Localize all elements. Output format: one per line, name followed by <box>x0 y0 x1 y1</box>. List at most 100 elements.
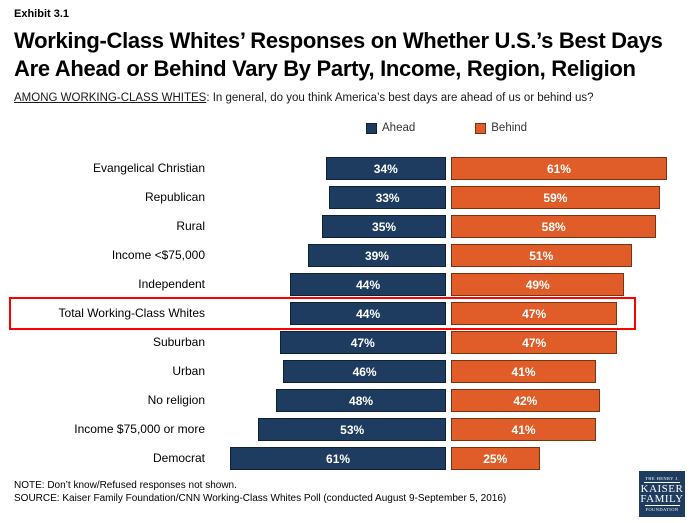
ahead-bar-zone: 44% <box>205 273 446 296</box>
chart-legend: Ahead Behind <box>366 121 698 135</box>
behind-bar-zone: 42% <box>451 389 698 412</box>
category-label: Rural <box>176 219 205 233</box>
footnotes: NOTE: Don’t know/Refused responses not s… <box>14 479 698 505</box>
chart-row: Evangelical Christian 34% 61% <box>14 157 698 180</box>
ahead-bar: 48% <box>276 389 446 412</box>
category-label: Republican <box>144 190 205 204</box>
behind-bar: 41% <box>451 360 597 383</box>
behind-bar-zone: 47% <box>451 331 698 354</box>
behind-bar-zone: 41% <box>451 360 698 383</box>
behind-bar-zone: 51% <box>451 244 698 267</box>
ahead-bar-value: 44% <box>356 306 381 321</box>
legend-item-behind: Behind <box>475 122 527 134</box>
category-label: Evangelical Christian <box>92 161 205 175</box>
ahead-bar: 44% <box>290 273 446 296</box>
kaiser-family-foundation-logo: THE HENRY J. KAISER FAMILY FOUNDATION <box>639 471 685 517</box>
logo-line-4: FOUNDATION <box>644 505 680 512</box>
chart-row: No religion 48% 42% <box>14 389 698 412</box>
legend-item-ahead: Ahead <box>366 122 415 134</box>
category-label: Income <$75,000 <box>111 248 205 262</box>
ahead-bar: 39% <box>307 244 446 267</box>
logo-line-1: THE HENRY J. <box>644 476 680 483</box>
behind-bar-zone: 61% <box>451 157 698 180</box>
category-label: Income $75,000 or more <box>74 422 205 436</box>
behind-bar-zone: 49% <box>451 273 698 296</box>
title-line-2: Are Ahead or Behind Vary By Party, Incom… <box>14 56 636 81</box>
behind-bar-value: 49% <box>525 277 550 292</box>
ahead-bar: 46% <box>283 360 446 383</box>
ahead-bar-zone: 61% <box>205 447 446 470</box>
ahead-bar-value: 34% <box>373 161 398 176</box>
ahead-bar-zone: 35% <box>205 215 446 238</box>
behind-bar-value: 61% <box>546 161 571 176</box>
behind-bar: 41% <box>451 418 597 441</box>
survey-question: AMONG WORKING-CLASS WHITES: In general, … <box>14 92 698 104</box>
behind-bar-zone: 25% <box>451 447 698 470</box>
behind-bar-value: 42% <box>513 393 538 408</box>
ahead-bar-zone: 33% <box>205 186 446 209</box>
behind-bar: 59% <box>451 186 660 209</box>
ahead-bar-value: 39% <box>364 248 389 263</box>
chart-row: Rural 35% 58% <box>14 215 698 238</box>
behind-bar-value: 51% <box>529 248 554 263</box>
category-label: Total Working-Class Whites <box>58 306 205 320</box>
category-label: Democrat <box>152 451 205 465</box>
ahead-bar-value: 61% <box>326 451 351 466</box>
behind-bar-value: 47% <box>522 306 547 321</box>
survey-question-lead: AMONG WORKING-CLASS WHITES <box>14 92 207 104</box>
ahead-bar: 34% <box>325 157 446 180</box>
chart-row: Total Working-Class Whites 44% 47% <box>9 297 698 330</box>
behind-bar-zone: 41% <box>451 418 698 441</box>
ahead-bar-zone: 47% <box>205 331 446 354</box>
ahead-bar: 53% <box>258 418 446 441</box>
ahead-bar: 61% <box>230 447 446 470</box>
ahead-bar-zone: 53% <box>205 418 446 441</box>
behind-bar-value: 58% <box>541 219 566 234</box>
title-line-1: Working-Class Whites’ Responses on Wheth… <box>14 28 663 53</box>
category-label: No religion <box>147 393 205 407</box>
behind-bar-value: 41% <box>511 364 536 379</box>
chart-row: Democrat 61% 25% <box>14 447 698 470</box>
behind-bar-zone: 47% <box>451 302 698 325</box>
chart-row: Urban 46% 41% <box>14 360 698 383</box>
behind-bar: 47% <box>451 331 618 354</box>
behind-bar-zone: 58% <box>451 215 698 238</box>
ahead-bar-value: 44% <box>356 277 381 292</box>
behind-bar: 47% <box>451 302 618 325</box>
logo-line-2: KAISER <box>640 483 684 495</box>
legend-label-ahead: Ahead <box>382 122 416 134</box>
ahead-bar-zone: 39% <box>205 244 446 267</box>
ahead-bar-zone: 44% <box>205 302 446 325</box>
note-text: NOTE: Don’t know/Refused responses not s… <box>14 480 237 491</box>
chart-row: Republican 33% 59% <box>14 186 698 209</box>
legend-swatch-ahead <box>366 122 377 134</box>
behind-bar: 61% <box>451 157 667 180</box>
ahead-bar-value: 47% <box>350 335 375 350</box>
chart-row: Suburban 47% 47% <box>14 331 698 354</box>
page-title: Working-Class Whites’ Responses on Wheth… <box>14 27 698 83</box>
ahead-bar: 33% <box>329 186 446 209</box>
ahead-bar-zone: 34% <box>205 157 446 180</box>
behind-bar: 51% <box>451 244 632 267</box>
category-label: Suburban <box>152 335 205 349</box>
chart-row: Income <$75,000 39% 51% <box>14 244 698 267</box>
survey-question-rest: : In general, do you think America’s bes… <box>206 92 594 104</box>
source-text: SOURCE: Kaiser Family Foundation/CNN Wor… <box>14 493 507 504</box>
chart-row: Independent 44% 49% <box>14 273 698 296</box>
ahead-bar-value: 46% <box>352 364 377 379</box>
behind-bar-value: 59% <box>543 190 568 205</box>
behind-bar-value: 41% <box>511 422 536 437</box>
bar-chart: Evangelical Christian 34% 61% Republican… <box>9 157 698 470</box>
behind-bar: 49% <box>451 273 625 296</box>
ahead-bar-value: 33% <box>375 190 400 205</box>
category-label: Urban <box>172 364 205 378</box>
behind-bar-value: 25% <box>483 451 508 466</box>
legend-swatch-behind <box>475 122 487 134</box>
ahead-bar-value: 35% <box>372 219 397 234</box>
exhibit-label: Exhibit 3.1 <box>14 8 70 20</box>
logo-line-3: FAMILY <box>640 493 684 505</box>
ahead-bar: 44% <box>290 302 446 325</box>
ahead-bar: 35% <box>322 215 446 238</box>
behind-bar: 42% <box>451 389 600 412</box>
